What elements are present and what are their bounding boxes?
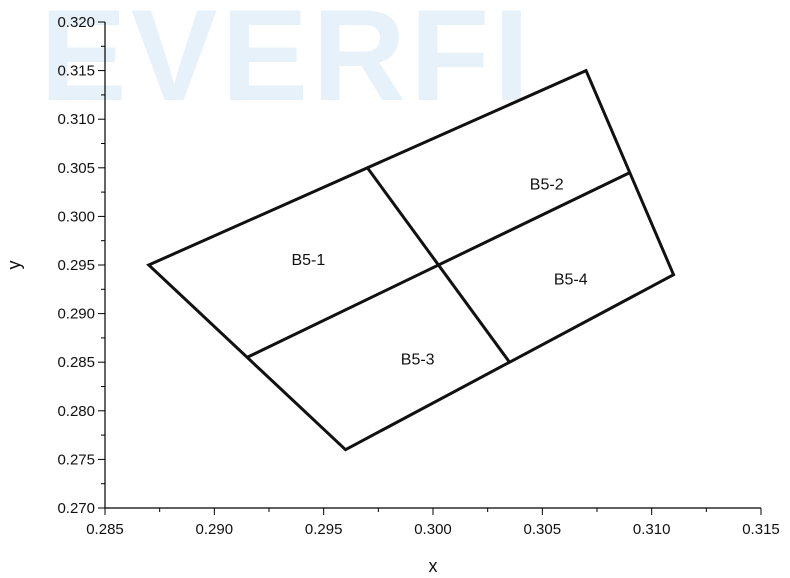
y-axis-label: y	[4, 261, 24, 270]
region-labels: B5-1 B5-2 B5-3 B5-4	[291, 176, 587, 368]
watermark-text: EVERFI	[40, 0, 534, 128]
x-tick-label: 0.285	[86, 521, 124, 538]
y-tick-label: 0.295	[57, 257, 95, 274]
y-tick-label: 0.285	[57, 354, 95, 371]
region-diagram	[146, 68, 676, 452]
x-tick-label: 0.295	[305, 521, 343, 538]
x-tick-label: 0.305	[524, 521, 562, 538]
y-tick-label: 0.320	[57, 14, 95, 31]
y-tick-label: 0.275	[57, 451, 95, 468]
region-label: B5-1	[291, 252, 325, 269]
y-tick-label: 0.315	[57, 63, 95, 80]
region-label: B5-3	[401, 351, 435, 368]
region-divider	[366, 166, 511, 364]
y-tick-label: 0.305	[57, 160, 95, 177]
x-tick-label: 0.300	[414, 521, 452, 538]
region-label: B5-4	[554, 272, 588, 289]
x-tick-label: 0.315	[742, 521, 780, 538]
axes: 0.285 0.290 0.295 0.300 0.305 0.310 0.315 0.270…	[57, 14, 779, 538]
y-tick-label: 0.280	[57, 403, 95, 420]
y-tick-label: 0.290	[57, 306, 95, 323]
region-label: B5-2	[530, 176, 564, 193]
y-tick-label: 0.270	[57, 500, 95, 517]
y-tick-label: 0.300	[57, 208, 95, 225]
x-axis-label: x	[429, 556, 438, 576]
x-tick-label: 0.310	[633, 521, 671, 538]
x-tick-label: 0.290	[196, 521, 234, 538]
region-outline	[146, 68, 676, 452]
y-tick-label: 0.310	[57, 111, 95, 128]
